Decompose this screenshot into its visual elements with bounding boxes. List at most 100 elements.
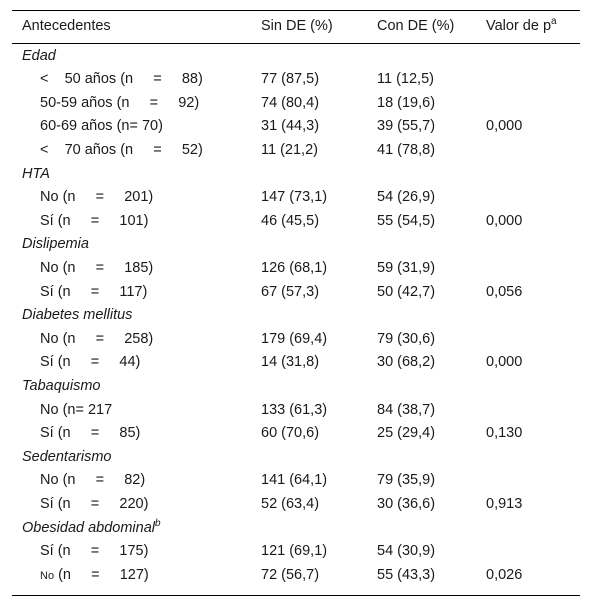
cell-sin-de: 14 (31,8) — [261, 354, 320, 371]
table-row: Sí (n = 44) 14 (31,8) 30 (68,2) 0,000 — [12, 351, 580, 374]
row-label-prefix: No — [40, 569, 55, 582]
group-title: Tabaquismo — [22, 375, 100, 398]
row-label-text: Sí (n = 85) — [40, 425, 141, 442]
group-title: Diabetes mellitus — [22, 304, 132, 327]
table-row: No (n = 82) 141 (64,1) 79 (35,9) — [12, 469, 580, 492]
group-title: Dislipemia — [22, 233, 89, 256]
row-label-text: No (n= 217 — [40, 401, 113, 418]
row-label: No (n= 217 — [40, 399, 112, 422]
group-title-text: Dislipemia — [22, 236, 89, 253]
row-label: Sí (n = 101) — [40, 210, 148, 233]
row-label: No (n = 127) — [40, 564, 149, 588]
row-label: Sí (n = 85) — [40, 422, 140, 445]
group-row: Diabetes mellitus — [12, 304, 580, 327]
group-row: Edad — [12, 45, 580, 68]
table-row: Sí (n = 101) 46 (45,5) 55 (54,5) 0,000 — [12, 210, 580, 233]
cell-valor-p: 0,000 — [486, 118, 523, 135]
cell-con-de: 25 (29,4) — [377, 425, 436, 442]
cell-sin-de: 67 (57,3) — [261, 283, 320, 300]
cell-con-de: 41 (78,8) — [377, 141, 436, 158]
cell-sin-de: 179 (69,4) — [261, 330, 328, 347]
row-label-text: < 70 años (n = 52) — [40, 141, 203, 158]
row-label: < 70 años (n = 52) — [40, 139, 203, 162]
table-row: No (n = 185) 126 (68,1) 59 (31,9) — [12, 257, 580, 280]
cell-sin-de: 60 (70,6) — [261, 425, 320, 442]
group-title-footnote: b — [155, 517, 161, 529]
row-label-text: < 50 años (n = 88) — [40, 71, 203, 88]
cell-valor-p: 0,130 — [486, 425, 523, 442]
cell-valor-p: 0,056 — [486, 283, 523, 300]
cell-sin-de: 121 (69,1) — [261, 543, 328, 560]
cell-con-de: 55 (43,3) — [377, 566, 436, 583]
group-title-text: Edad — [22, 47, 56, 64]
row-label-text: 50-59 años (n = 92) — [40, 94, 200, 111]
table-row: No (n = 258) 179 (69,4) 79 (30,6) — [12, 328, 580, 351]
row-label: Sí (n = 220) — [40, 493, 148, 516]
table-row: < 70 años (n = 52) 11 (21,2) 41 (78,8) — [12, 139, 580, 162]
row-label: No (n = 82) — [40, 469, 145, 492]
table-row: Sí (n = 175) 121 (69,1) 54 (30,9) — [12, 540, 580, 563]
row-label: < 50 años (n = 88) — [40, 68, 203, 91]
row-label-text: Sí (n = 220) — [40, 495, 149, 512]
header-rule — [12, 43, 580, 44]
table-row: Sí (n = 85) 60 (70,6) 25 (29,4) 0,130 — [12, 422, 580, 445]
table-row: No (n= 217 133 (61,3) 84 (38,7) — [12, 399, 580, 422]
cell-sin-de: 72 (56,7) — [261, 566, 320, 583]
cell-valor-p: 0,000 — [486, 354, 523, 371]
row-label: Sí (n = 175) — [40, 540, 148, 563]
cell-sin-de: 11 (21,2) — [261, 141, 318, 158]
row-label-text: No (n = 185) — [40, 259, 154, 276]
cell-sin-de: 52 (63,4) — [261, 495, 320, 512]
row-label: Sí (n = 117) — [40, 281, 147, 304]
row-label: No (n = 201) — [40, 186, 153, 209]
table-row: 50-59 años (n = 92) 74 (80,4) 18 (19,6) — [12, 92, 580, 115]
cell-con-de: 55 (54,5) — [377, 212, 436, 229]
table-row: No (n = 201) 147 (73,1) 54 (26,9) — [12, 186, 580, 209]
cell-con-de: 59 (31,9) — [377, 259, 436, 276]
group-title: Edad — [22, 45, 56, 68]
row-label-text: Sí (n = 175) — [40, 543, 149, 560]
cell-valor-p: 0,913 — [486, 495, 523, 512]
group-row: Dislipemia — [12, 233, 580, 256]
cell-valor-p: 0,026 — [486, 566, 523, 583]
cell-sin-de: 126 (68,1) — [261, 259, 328, 276]
row-label-text: 60-69 años (n= 70) — [40, 118, 163, 135]
row-label: 50-59 años (n = 92) — [40, 92, 199, 115]
cell-con-de: 39 (55,7) — [377, 118, 436, 135]
cell-con-de: 84 (38,7) — [377, 401, 436, 418]
row-label-text: Sí (n = 117) — [40, 283, 148, 300]
cell-sin-de: 141 (64,1) — [261, 472, 328, 489]
table-row: < 50 años (n = 88) 77 (87,5) 11 (12,5) — [12, 68, 580, 91]
row-label-text: Sí (n = 101) — [40, 212, 149, 229]
group-row: Sedentarismo — [12, 446, 580, 469]
row-label: 60-69 años (n= 70) — [40, 115, 163, 138]
table-row: 60-69 años (n= 70) 31 (44,3) 39 (55,7) 0,00… — [12, 115, 580, 138]
group-row: Obesidad abdominalb — [12, 517, 580, 540]
cell-con-de: 11 (12,5) — [377, 71, 434, 88]
table-row: Sí (n = 117) 67 (57,3) 50 (42,7) 0,056 — [12, 281, 580, 304]
cell-con-de: 30 (68,2) — [377, 354, 436, 371]
cell-sin-de: 31 (44,3) — [261, 118, 320, 135]
cell-con-de: 79 (35,9) — [377, 472, 436, 489]
row-label: No (n = 185) — [40, 257, 153, 280]
table-row: Sí (n = 220) 52 (63,4) 30 (36,6) 0,913 — [12, 493, 580, 516]
group-title-text: Diabetes mellitus — [22, 307, 133, 324]
cell-con-de: 18 (19,6) — [377, 94, 436, 111]
row-label-text: (n = 127) — [54, 566, 149, 583]
cell-valor-p: 0,000 — [486, 212, 523, 229]
header-valor-p-text: Valor de p — [486, 18, 552, 34]
group-row: Tabaquismo — [12, 375, 580, 398]
cell-con-de: 30 (36,6) — [377, 495, 436, 512]
cell-sin-de: 133 (61,3) — [261, 401, 328, 418]
cell-con-de: 50 (42,7) — [377, 283, 436, 300]
row-label-text: No (n = 258) — [40, 330, 154, 347]
row-label-text: No (n = 201) — [40, 189, 154, 206]
group-title: HTA — [22, 163, 50, 186]
cell-sin-de: 77 (87,5) — [261, 71, 320, 88]
table-top-rule — [12, 10, 580, 11]
group-title-text: Sedentarismo — [22, 448, 112, 465]
header-valor-p: Valor de pa — [486, 15, 557, 38]
cell-sin-de: 147 (73,1) — [261, 189, 328, 206]
cell-sin-de: 46 (45,5) — [261, 212, 320, 229]
group-title: Sedentarismo — [22, 446, 111, 469]
